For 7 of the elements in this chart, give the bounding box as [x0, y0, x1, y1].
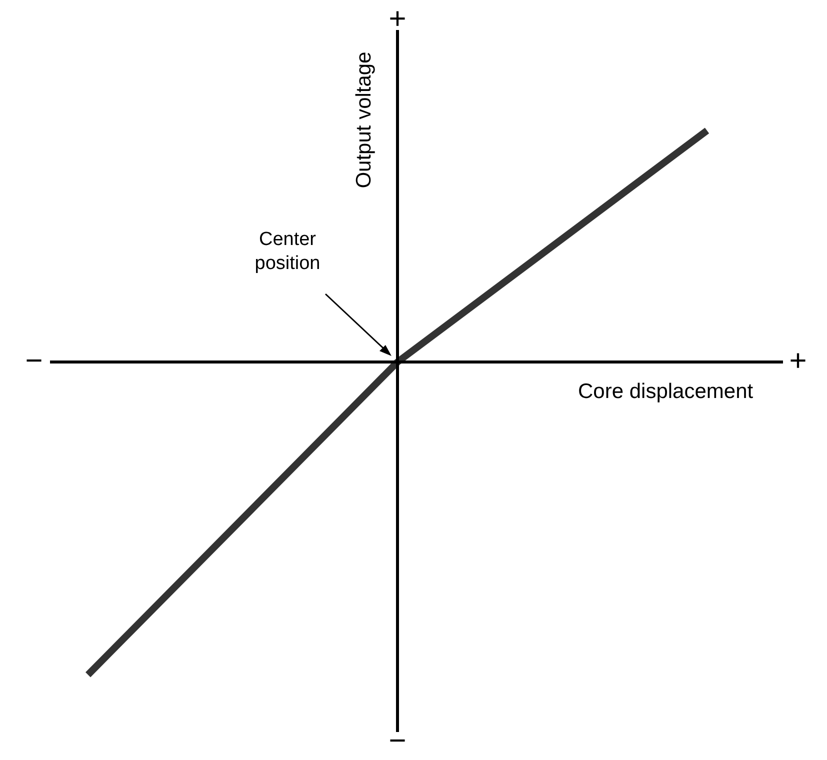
- text: −: [388, 724, 406, 758]
- text: −: [25, 344, 43, 378]
- annotation: Center position: [254, 229, 320, 274]
- text: +: [789, 344, 807, 378]
- x-axis-title: Core displacement: [578, 380, 754, 403]
- y-axis-title: Output voltage: [352, 52, 376, 188]
- text: +: [388, 2, 406, 36]
